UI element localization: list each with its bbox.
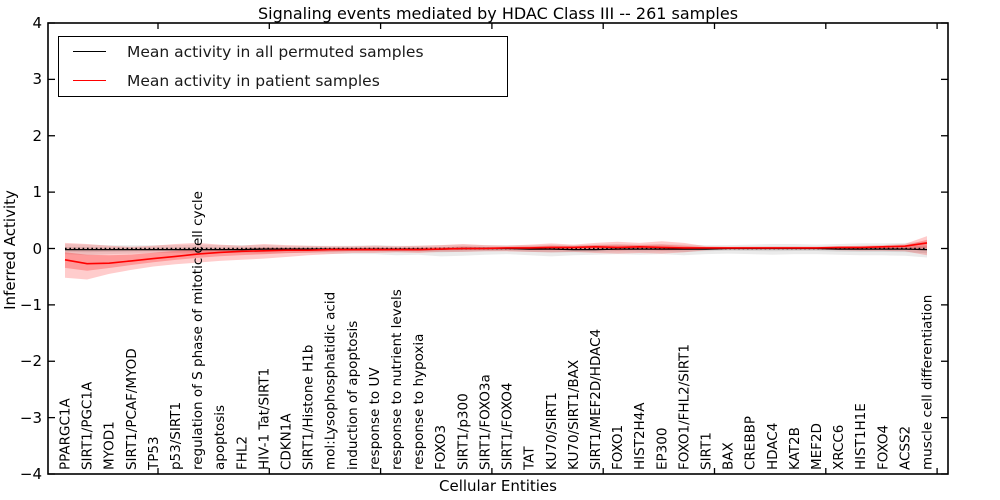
x-tick-label: muscle cell differentiation: [920, 295, 936, 470]
patient-line-swatch: [73, 80, 106, 81]
x-tick-label: TP53: [146, 436, 162, 471]
y-tick-label: 4: [32, 14, 42, 32]
x-tick-label: response to UV: [367, 367, 383, 470]
x-tick-label: apoptosis: [212, 405, 228, 470]
legend-item-permuted[interactable]: Mean activity in all permuted samples: [59, 37, 507, 66]
x-tick-label: SIRT1/Histone H1b: [301, 345, 317, 470]
x-tick-label: SIRT1/PGC1A: [80, 381, 96, 470]
x-tick-label: regulation of S phase of mitotic cell cy…: [190, 191, 206, 470]
x-tick-label: SIRT1/p300: [455, 393, 471, 470]
y-tick-label: −2: [19, 352, 42, 371]
x-tick-label: ACSS2: [897, 426, 913, 470]
y-tick-label: −4: [19, 465, 42, 483]
y-tick-label: −3: [19, 408, 42, 427]
legend-label: Mean activity in patient samples: [127, 71, 380, 90]
x-tick-label: FOXO1: [610, 425, 626, 470]
x-tick-label: PPARGC1A: [58, 397, 74, 470]
permuted-band-outer: [65, 241, 927, 258]
x-tick-label: HIST1H1E: [853, 403, 869, 470]
x-tick-label: BAX: [721, 442, 737, 470]
x-tick-label: induction of apoptosis: [345, 321, 361, 470]
x-tick-label: TAT: [522, 446, 538, 471]
legend-item-patient[interactable]: Mean activity in patient samples: [59, 66, 507, 95]
x-tick-label: XRCC6: [831, 425, 847, 470]
legend-label: Mean activity in all permuted samples: [127, 42, 424, 61]
legend[interactable]: Mean activity in all permuted samples Me…: [58, 36, 508, 97]
x-tick-label: HIST2H4A: [632, 402, 648, 470]
x-tick-label: FOXO3: [433, 425, 449, 470]
patient-mean-line: [64, 242, 928, 265]
y-tick-label: 1: [32, 183, 42, 202]
x-tick-label: SIRT1/FOXO4: [500, 383, 516, 470]
y-tick-label: −1: [19, 295, 42, 314]
x-tick-label: FHL2: [234, 436, 250, 470]
x-tick-label: FOXO1/FHL2/SIRT1: [676, 344, 692, 470]
x-tick-label: HIV-1 Tat/SIRT1: [256, 368, 272, 470]
chart-title: Signaling events mediated by HDAC Class …: [257, 4, 739, 23]
x-axis-title: Cellular Entities: [439, 477, 557, 495]
x-tick-label: SIRT1: [698, 432, 714, 470]
y-tick-label: 0: [32, 239, 42, 258]
y-tick-label: 3: [32, 70, 42, 89]
x-tick-label: HDAC4: [765, 423, 781, 470]
patient-band-outer: [65, 236, 927, 280]
x-tick-label: SIRT1/PCAF/MYOD: [124, 348, 140, 470]
x-tick-label: MEF2D: [809, 423, 825, 470]
y-tick-label: 2: [32, 126, 42, 145]
x-tick-label: KAT2B: [787, 427, 803, 470]
x-tick-label: SIRT1/MEF2D/HDAC4: [588, 329, 604, 470]
x-tick-label: mol:Lysophosphatidic acid: [323, 292, 339, 470]
x-tick-label: CREBBP: [743, 416, 759, 470]
x-tick-label: response to hypoxia: [411, 334, 427, 470]
x-tick-label: KU70/SIRT1: [544, 392, 560, 470]
y-axis-title: Inferred Activity: [1, 190, 19, 310]
x-tick-label: p53/SIRT1: [168, 402, 184, 470]
x-tick-label: SIRT1/FOXO3a: [477, 374, 493, 470]
x-tick-label: KU70/SIRT1/BAX: [566, 360, 582, 470]
x-tick-label: CDKN1A: [279, 413, 295, 470]
x-tick-label: MYOD1: [102, 421, 118, 470]
x-tick-label: EP300: [654, 428, 670, 470]
permuted-line-swatch: [73, 51, 106, 52]
x-tick-label: response to nutrient levels: [389, 289, 405, 470]
x-tick-label: FOXO4: [875, 425, 891, 470]
